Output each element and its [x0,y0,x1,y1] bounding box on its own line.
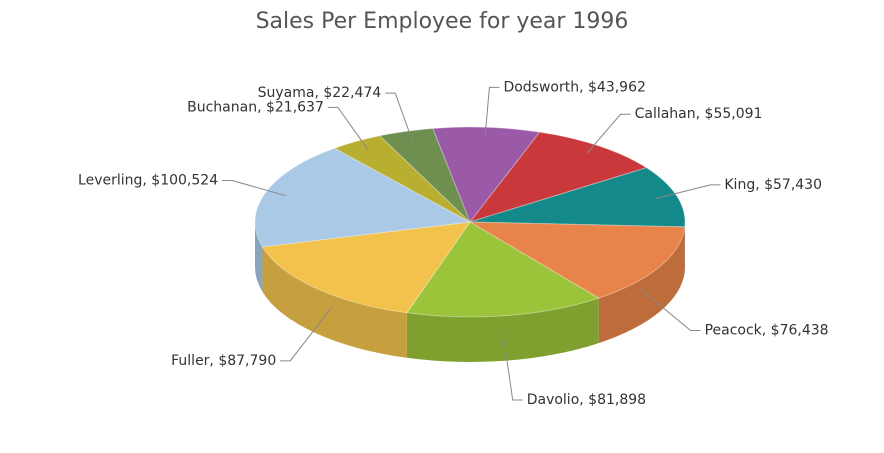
slice [405,221,600,318]
slice-side-shade [255,222,263,292]
slice-side-shade [598,226,685,344]
slice [469,167,686,228]
data-label: King, $57,430 [724,177,822,193]
data-label: Leverling, $100,524 [78,172,218,188]
slice-side [406,298,599,362]
slice [378,127,471,223]
leader-line [280,308,332,362]
slice [333,135,471,223]
data-label: Davolio, $81,898 [527,392,646,408]
leader-line [385,92,413,141]
leader-line [484,86,500,137]
leader-line [502,333,523,401]
slice [261,221,472,314]
slice-side-shade [406,298,599,362]
leader-line [586,113,631,155]
data-label: Dodsworth, $43,962 [503,79,645,95]
data-label: Fuller, $87,790 [171,353,276,369]
leader-line [222,179,287,197]
data-label: Callahan, $55,091 [635,106,763,122]
slice-side [262,246,407,358]
slice [431,126,541,223]
slice-side-shade [262,246,407,358]
slice-side [255,222,263,292]
slice-side [598,226,685,344]
chart-title: Sales Per Employee for year 1996 [256,9,629,34]
slice [254,147,472,248]
slice [468,221,686,299]
leader-line [327,106,369,150]
data-label: Peacock, $76,438 [705,323,829,339]
slice [468,131,648,223]
data-label: Buchanan, $21,637 [187,99,324,115]
leader-line [640,288,701,332]
leader-line [655,184,721,199]
data-label: Suyama, $22,474 [258,85,382,101]
